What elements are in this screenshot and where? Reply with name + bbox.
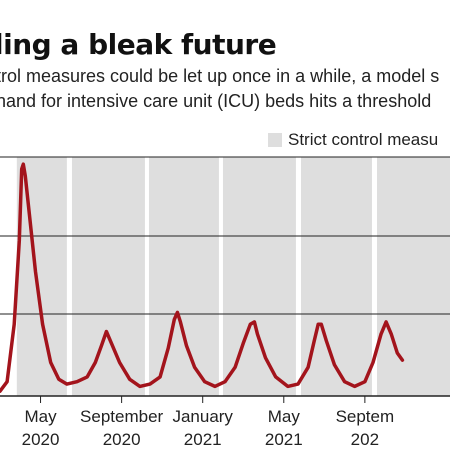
strict-band-0 — [16, 157, 67, 396]
tick-label-year-3: 2021 — [265, 430, 303, 449]
tick-label-month-2: January — [172, 407, 233, 426]
strict-band-4 — [301, 157, 372, 396]
strict-band-5 — [377, 157, 450, 396]
tick-label-year-4: 202 — [351, 430, 379, 449]
legend: Strict control measu — [268, 130, 438, 150]
tick-label-month-3: May — [268, 407, 301, 426]
subtitle-line-1: trol measures could be let up once in a … — [0, 66, 440, 86]
tick-label-year-0: 2020 — [22, 430, 60, 449]
x-axis-ticks: May 2020 September 2020 January 2021 May 2021 Se… — [22, 396, 395, 449]
tick-label-month-4: Septem — [336, 407, 395, 426]
series-line-0 — [0, 162, 405, 393]
strict-band-3 — [222, 157, 296, 396]
tick-label-year-1: 2020 — [103, 430, 141, 449]
legend-swatch-strict — [268, 133, 282, 147]
tick-label-month-0: May — [24, 407, 57, 426]
legend-label-strict: Strict control measu — [288, 130, 439, 149]
gridlines — [0, 156, 450, 397]
tick-label-year-2: 2021 — [184, 430, 222, 449]
strict-band-1 — [71, 157, 145, 396]
strict-control-bands — [16, 157, 450, 396]
icu-demand-series — [0, 162, 405, 393]
tick-label-month-1: September — [80, 407, 163, 426]
subtitle-line-2: nand for intensive care unit (ICU) beds … — [0, 91, 432, 111]
chart-title: ling a bleak future — [0, 28, 277, 61]
strict-band-2 — [148, 157, 219, 396]
